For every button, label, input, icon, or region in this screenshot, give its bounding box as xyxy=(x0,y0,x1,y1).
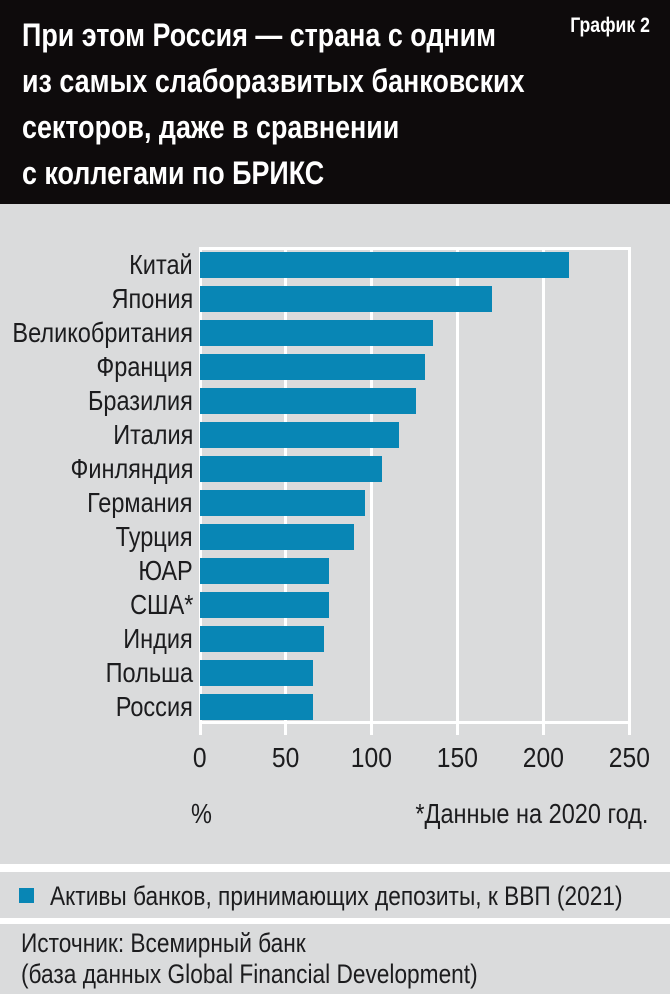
gridline xyxy=(627,247,631,724)
bar-11 xyxy=(200,592,329,618)
chart-number-badge: График 2 xyxy=(555,14,650,38)
gridline xyxy=(541,247,545,724)
chart-panel: 0 50 100 150 200 250 Китай Япония Великобритания… xyxy=(0,204,670,864)
bar-9 xyxy=(200,524,354,550)
category-label: Великобритания xyxy=(12,317,193,348)
bar-10 xyxy=(200,558,329,584)
category-label: Россия xyxy=(115,691,193,722)
axis-tick xyxy=(284,724,288,735)
bar-1 xyxy=(200,252,569,278)
bar-7 xyxy=(200,456,382,482)
chart-number-text: График 2 xyxy=(570,14,650,37)
gridline xyxy=(198,247,202,724)
bar-5 xyxy=(200,388,416,414)
category-label: Франция xyxy=(96,351,193,382)
bar-2 xyxy=(200,286,492,312)
plot-top-border xyxy=(198,247,631,250)
axis-tick xyxy=(541,724,545,735)
x-tick-label: 0 xyxy=(193,742,207,773)
axis-tick xyxy=(627,724,631,735)
category-label: Турция xyxy=(116,521,193,552)
bar-6 xyxy=(200,422,399,448)
x-axis-unit-label: % xyxy=(191,798,212,829)
bar-8 xyxy=(200,490,365,516)
category-label: Польша xyxy=(105,657,193,688)
legend: Активы банков, принимающих депозиты, к В… xyxy=(0,872,670,918)
gridline xyxy=(370,247,374,724)
category-label: Бразилия xyxy=(88,385,193,416)
data-footnote: *Данные на 2020 год. xyxy=(414,798,648,829)
x-tick-label: 200 xyxy=(522,742,564,773)
bar-12 xyxy=(200,626,324,652)
bar-13 xyxy=(200,660,313,686)
axis-tick xyxy=(198,724,202,735)
x-tick-label: 250 xyxy=(608,742,650,773)
gridline xyxy=(455,247,459,724)
category-label: ЮАР xyxy=(138,555,193,586)
category-label: Италия xyxy=(112,419,193,450)
x-tick-label: 150 xyxy=(436,742,478,773)
x-axis-line xyxy=(198,721,631,724)
title-line: с коллегами по БРИКС xyxy=(22,155,325,191)
category-label: Финляндия xyxy=(69,453,193,484)
axis-tick xyxy=(455,724,459,735)
source-note: Источник: Всемирный банк (база данных Gl… xyxy=(0,924,670,994)
plot-area: 0 50 100 150 200 250 Китай Япония Великобритания… xyxy=(0,204,670,864)
category-label: Германия xyxy=(87,487,193,518)
header: При этом Россия — страна с одним из самых… xyxy=(0,0,670,204)
title-line: секторов, даже в сравнении xyxy=(22,109,400,145)
category-label: Япония xyxy=(111,283,193,314)
title-line: При этом Россия — страна с одним xyxy=(22,17,497,53)
bar-4 xyxy=(200,354,425,380)
category-label: Китай xyxy=(129,249,193,280)
category-label: США* xyxy=(129,589,193,620)
bar-3 xyxy=(200,320,433,346)
x-tick-label: 100 xyxy=(351,742,393,773)
source-line-1: Источник: Всемирный банк xyxy=(21,928,306,958)
x-tick-label: 50 xyxy=(272,742,300,773)
title-line: из самых слаборазвитых банковских xyxy=(22,63,525,99)
bar-14 xyxy=(200,694,313,720)
legend-marker-swatch xyxy=(19,888,34,903)
category-label: Индия xyxy=(123,623,193,654)
axis-tick xyxy=(370,724,374,735)
chart-title: При этом Россия — страна с одним из самых… xyxy=(22,12,562,196)
gridline xyxy=(284,247,288,724)
source-line-2: (база данных Global Financial Developmen… xyxy=(21,959,478,989)
legend-label: Активы банков, принимающих депозиты, к В… xyxy=(50,881,623,911)
